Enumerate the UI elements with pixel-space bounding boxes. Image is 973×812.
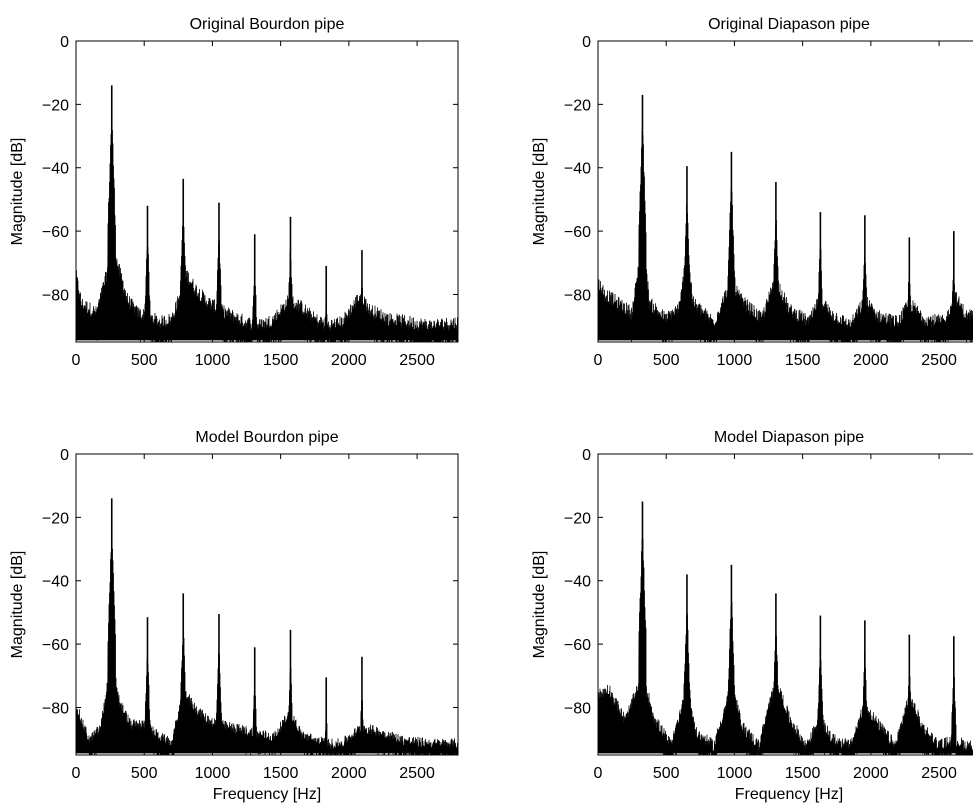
chart-orig-diapason-ytick-label-2: −40 [564,161,591,178]
chart-model-diapason-xtick-label-4: 2000 [853,765,889,782]
chart-model-diapason-ytick-label-0: 0 [582,447,591,464]
chart-model-diapason-ytick-label-2: −40 [564,574,591,591]
chart-orig-diapason-axes-box [597,40,973,343]
chart-orig-bourdon-series-0-trace [76,117,458,342]
chart-model-bourdon-series-0-trace [76,527,458,755]
chart-model-bourdon-title: Model Bourdon pipe [195,429,338,446]
chart-model-diapason-ytick-label-1: −20 [564,510,591,527]
chart-orig-diapason-series-0-trace [598,123,973,342]
chart-orig-bourdon-ytick-label-4: −80 [42,287,69,304]
chart-orig-diapason-xtick-label-2: 1000 [717,352,753,369]
chart-orig-bourdon-ylabel: Magnitude [dB] [9,138,26,246]
chart-model-diapason-xtick-label-1: 500 [653,765,680,782]
chart-model-diapason-ylabel: Magnitude [dB] [531,551,548,659]
chart-orig-diapason-xtick-label-4: 2000 [853,352,889,369]
chart-model-bourdon-xtick-label-4: 2000 [331,765,367,782]
chart-model-diapason-series-0-trace [598,528,973,755]
chart-orig-diapason-ytick-label-3: −60 [564,224,591,241]
chart-model-bourdon-ytick-label-2: −40 [42,574,69,591]
chart-model-bourdon-xtick-label-2: 1000 [195,765,231,782]
chart-orig-bourdon-panel: 0 500 1000 1500 2000 2500 0 −20 −40 −60 −80 Origina… [9,16,459,369]
chart-model-bourdon-ytick-label-3: −60 [42,637,69,654]
chart-model-diapason-panel: 0 500 1000 1500 2000 2500 0 −20 −40 −60 −80 Model D… [531,429,973,803]
chart-model-diapason-xlabel: Frequency [Hz] [735,786,843,803]
chart-model-bourdon-xtick-label-0: 0 [72,765,81,782]
chart-model-bourdon-axes-box [75,453,459,756]
chart-orig-bourdon-axes-box [75,40,459,343]
chart-orig-bourdon-ytick-label-2: −40 [42,161,69,178]
chart-model-diapason-axes-box [597,453,973,756]
chart-orig-bourdon-xtick-label-4: 2000 [331,352,367,369]
chart-orig-bourdon-xtick-label-0: 0 [72,352,81,369]
chart-model-diapason-ytick-label-3: −60 [564,637,591,654]
chart-orig-diapason-title: Original Diapason pipe [708,16,870,33]
chart-orig-diapason-ytick-label-1: −20 [564,97,591,114]
chart-model-bourdon-ylabel: Magnitude [dB] [9,551,26,659]
chart-model-diapason-ytick-label-4: −80 [564,700,591,717]
chart-orig-diapason-ylabel: Magnitude [dB] [531,138,548,246]
chart-model-diapason-xtick-label-5: 2500 [921,765,957,782]
chart-orig-bourdon-ytick-label-3: −60 [42,224,69,241]
chart-model-bourdon-xlabel: Frequency [Hz] [213,786,321,803]
chart-model-bourdon-panel: 0 500 1000 1500 2000 2500 0 −20 −40 −60 −80 Model B… [9,429,459,803]
chart-orig-bourdon-xtick-label-1: 500 [131,352,158,369]
chart-model-diapason-xtick-label-0: 0 [594,765,603,782]
chart-orig-diapason-xtick-label-5: 2500 [921,352,957,369]
chart-orig-bourdon-xtick-label-3: 1500 [263,352,299,369]
chart-model-diapason-xtick-label-2: 1000 [717,765,753,782]
chart-model-diapason-title: Model Diapason pipe [714,429,864,446]
chart-model-bourdon-xtick-label-3: 1500 [263,765,299,782]
chart-model-bourdon-ytick-label-4: −80 [42,700,69,717]
chart-orig-bourdon-ytick-label-0: 0 [60,34,69,51]
chart-orig-bourdon-ytick-label-1: −20 [42,97,69,114]
chart-orig-diapason-panel: 0 500 1000 1500 2000 2500 0 −20 −40 −60 −80 Origina… [531,16,973,369]
chart-orig-bourdon-title: Original Bourdon pipe [190,16,345,33]
chart-model-bourdon-xtick-label-1: 500 [131,765,158,782]
chart-orig-diapason-xtick-label-1: 500 [653,352,680,369]
chart-orig-bourdon-xtick-label-2: 1000 [195,352,231,369]
chart-orig-diapason-ytick-label-0: 0 [582,34,591,51]
chart-model-diapason-xtick-label-3: 1500 [785,765,821,782]
chart-orig-diapason-xtick-label-3: 1500 [785,352,821,369]
chart-model-bourdon-ytick-label-0: 0 [60,447,69,464]
chart-model-bourdon-ytick-label-1: −20 [42,510,69,527]
chart-model-bourdon-xtick-label-5: 2500 [399,765,435,782]
chart-orig-diapason-xtick-label-0: 0 [594,352,603,369]
chart-orig-bourdon-xtick-label-5: 2500 [399,352,435,369]
chart-orig-diapason-ytick-label-4: −80 [564,287,591,304]
